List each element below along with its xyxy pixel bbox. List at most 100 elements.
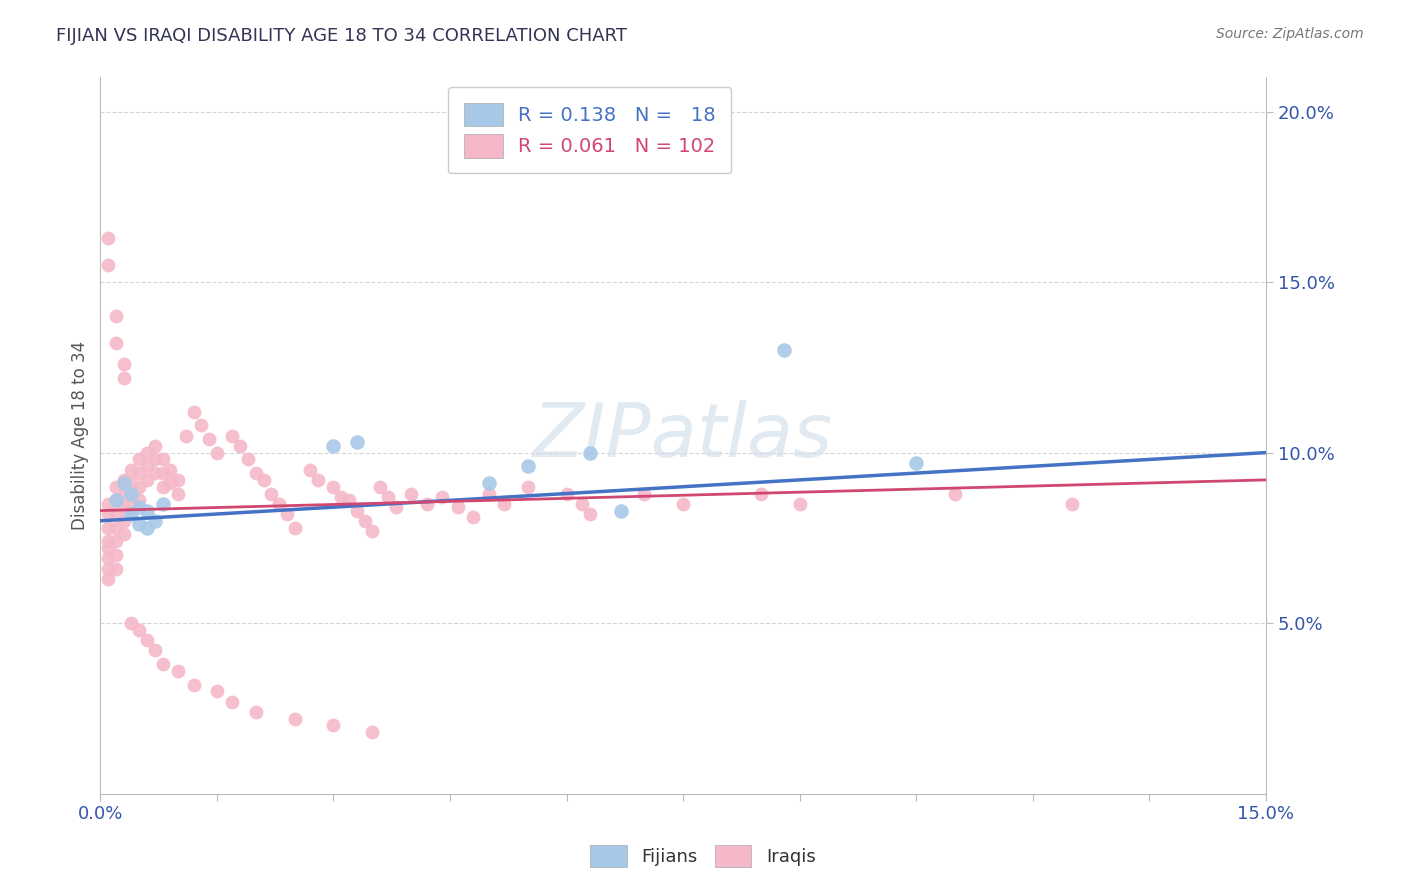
Point (104, 548, 127, 562)
Point (97, 541, 120, 555)
Point (221, 695, 243, 709)
Point (152, 497, 174, 511)
Point (112, 473, 135, 487)
Point (143, 643, 166, 657)
Point (205, 445, 228, 459)
Point (276, 507, 298, 521)
Point (120, 490, 142, 504)
Point (252, 473, 274, 487)
Point (104, 521, 127, 535)
Point (229, 439, 252, 453)
Point (368, 480, 391, 494)
Point (136, 521, 159, 535)
Legend: Fijians, Iraqis: Fijians, Iraqis (583, 838, 823, 874)
Point (789, 497, 811, 511)
Point (104, 493, 127, 508)
Point (136, 459, 159, 474)
Point (221, 428, 243, 442)
Point (198, 432, 221, 446)
Legend: R = 0.138   N =   18, R = 0.061   N = 102: R = 0.138 N = 18, R = 0.061 N = 102 (449, 87, 731, 174)
Point (97, 231, 120, 245)
Point (579, 445, 602, 459)
Point (152, 466, 174, 480)
Point (610, 503, 633, 517)
Point (136, 633, 159, 648)
Point (120, 486, 142, 500)
Point (104, 561, 127, 575)
Point (399, 486, 422, 500)
Point (167, 664, 190, 678)
Point (478, 476, 501, 491)
Point (322, 718, 344, 732)
Point (167, 486, 190, 500)
Point (112, 357, 135, 371)
Point (516, 480, 538, 494)
Point (183, 405, 205, 419)
Point (322, 480, 344, 494)
Point (299, 463, 322, 477)
Point (97, 534, 120, 549)
Point (579, 507, 602, 521)
Point (152, 452, 174, 467)
Point (183, 677, 205, 691)
Point (97, 258, 120, 272)
Point (128, 500, 150, 515)
Point (143, 466, 166, 480)
Point (284, 712, 307, 726)
Point (104, 309, 127, 323)
Point (112, 486, 135, 500)
Point (346, 503, 368, 517)
Point (112, 527, 135, 541)
Point (159, 463, 181, 477)
Point (112, 500, 135, 515)
Point (478, 486, 501, 500)
Point (516, 459, 538, 474)
Point (307, 473, 329, 487)
Point (236, 452, 259, 467)
Point (943, 486, 966, 500)
Point (337, 493, 360, 508)
Point (159, 476, 181, 491)
Point (120, 507, 142, 521)
Point (143, 439, 166, 453)
Point (432, 490, 454, 504)
Point (97, 551, 120, 566)
Point (773, 343, 796, 358)
Point (143, 452, 166, 467)
Point (633, 486, 655, 500)
Point (143, 514, 166, 528)
Point (104, 534, 127, 549)
Point (136, 473, 159, 487)
Point (97, 572, 120, 586)
Point (361, 524, 384, 538)
Point (749, 486, 772, 500)
Point (267, 497, 290, 511)
Point (322, 439, 344, 453)
Point (284, 521, 307, 535)
Point (104, 336, 127, 351)
Text: Source: ZipAtlas.com: Source: ZipAtlas.com (1216, 27, 1364, 41)
Y-axis label: Disability Age 18 to 34: Disability Age 18 to 34 (72, 341, 89, 530)
Point (112, 370, 135, 384)
Point (174, 428, 197, 442)
Point (905, 456, 928, 470)
Point (104, 493, 127, 508)
Point (377, 490, 399, 504)
Point (136, 503, 159, 517)
Point (260, 486, 283, 500)
Point (415, 497, 437, 511)
Point (128, 517, 150, 532)
Point (205, 684, 228, 698)
Point (97, 497, 120, 511)
Point (128, 466, 150, 480)
Point (128, 623, 150, 637)
Point (104, 480, 127, 494)
Point (128, 452, 150, 467)
Point (97, 507, 120, 521)
Point (97, 521, 120, 535)
Point (346, 435, 368, 450)
Point (384, 500, 406, 515)
Point (672, 497, 695, 511)
Point (245, 705, 267, 719)
Point (447, 500, 470, 515)
